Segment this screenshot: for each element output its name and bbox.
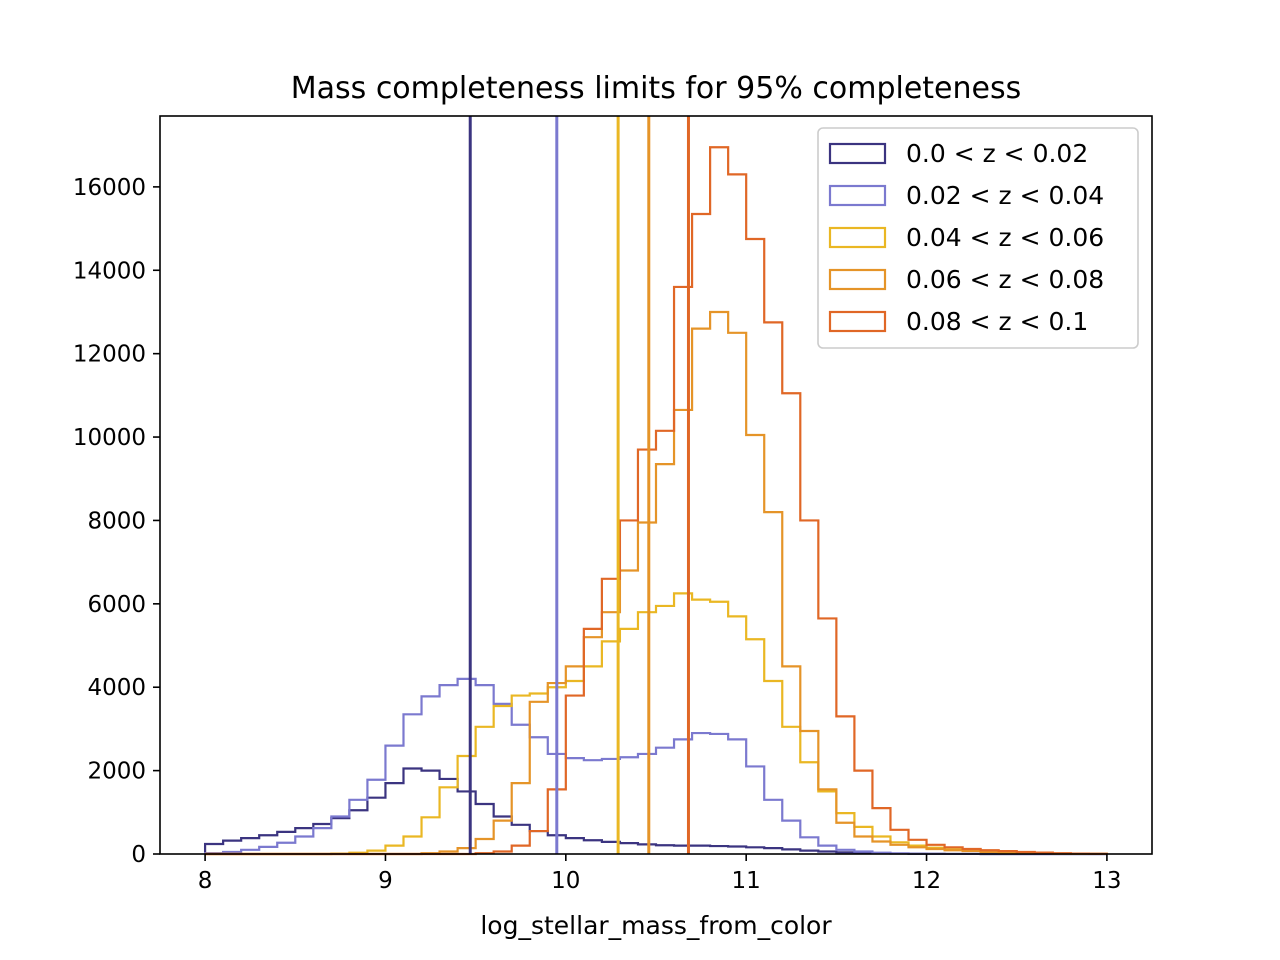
legend-swatch-2 bbox=[828, 184, 887, 207]
legend-label-1: 0.0 < z < 0.02 bbox=[906, 139, 1088, 168]
y-axis-ticks: 0 2000 4000 6000 8000 10000 12000 14000 16000 bbox=[73, 175, 160, 868]
completeness-lines-layer bbox=[468, 116, 690, 854]
legend-label-3: 0.04 < z < 0.06 bbox=[906, 223, 1104, 252]
legend-swatch-3 bbox=[828, 226, 887, 249]
y-tick-label: 14000 bbox=[73, 258, 146, 284]
x-tick-label: 10 bbox=[551, 868, 580, 894]
y-tick-label: 2000 bbox=[87, 759, 146, 785]
legend: 0.0 < z < 0.02 0.02 < z < 0.04 0.04 < z < … bbox=[817, 127, 1139, 349]
y-tick-label: 0 bbox=[131, 842, 146, 868]
y-tick-label: 4000 bbox=[87, 675, 146, 701]
legend-swatch-4 bbox=[828, 268, 887, 291]
y-tick-label: 6000 bbox=[87, 592, 146, 618]
x-tick-label: 13 bbox=[1092, 868, 1121, 894]
legend-swatch-1 bbox=[828, 142, 887, 165]
legend-box bbox=[817, 127, 1139, 349]
chart-title: Mass completeness limits for 95% complet… bbox=[291, 71, 1021, 106]
x-axis-ticks: 8 9 10 11 12 13 bbox=[198, 854, 1122, 894]
x-tick-label: 12 bbox=[912, 868, 941, 894]
plot-frame bbox=[159, 115, 1153, 855]
legend-label-4: 0.06 < z < 0.08 bbox=[906, 265, 1104, 294]
x-tick-label: 8 bbox=[198, 868, 213, 894]
x-axis-label: log_stellar_mass_from_color bbox=[480, 911, 832, 940]
y-tick-label: 10000 bbox=[73, 425, 146, 451]
y-tick-label: 8000 bbox=[87, 508, 146, 534]
y-tick-label: 12000 bbox=[73, 342, 146, 368]
y-tick-label: 16000 bbox=[73, 175, 146, 201]
legend-swatch-5 bbox=[828, 310, 887, 333]
legend-label-5: 0.08 < z < 0.1 bbox=[906, 307, 1088, 336]
x-tick-label: 11 bbox=[732, 868, 761, 894]
x-tick-label: 9 bbox=[378, 868, 393, 894]
legend-label-2: 0.02 < z < 0.04 bbox=[906, 181, 1104, 210]
